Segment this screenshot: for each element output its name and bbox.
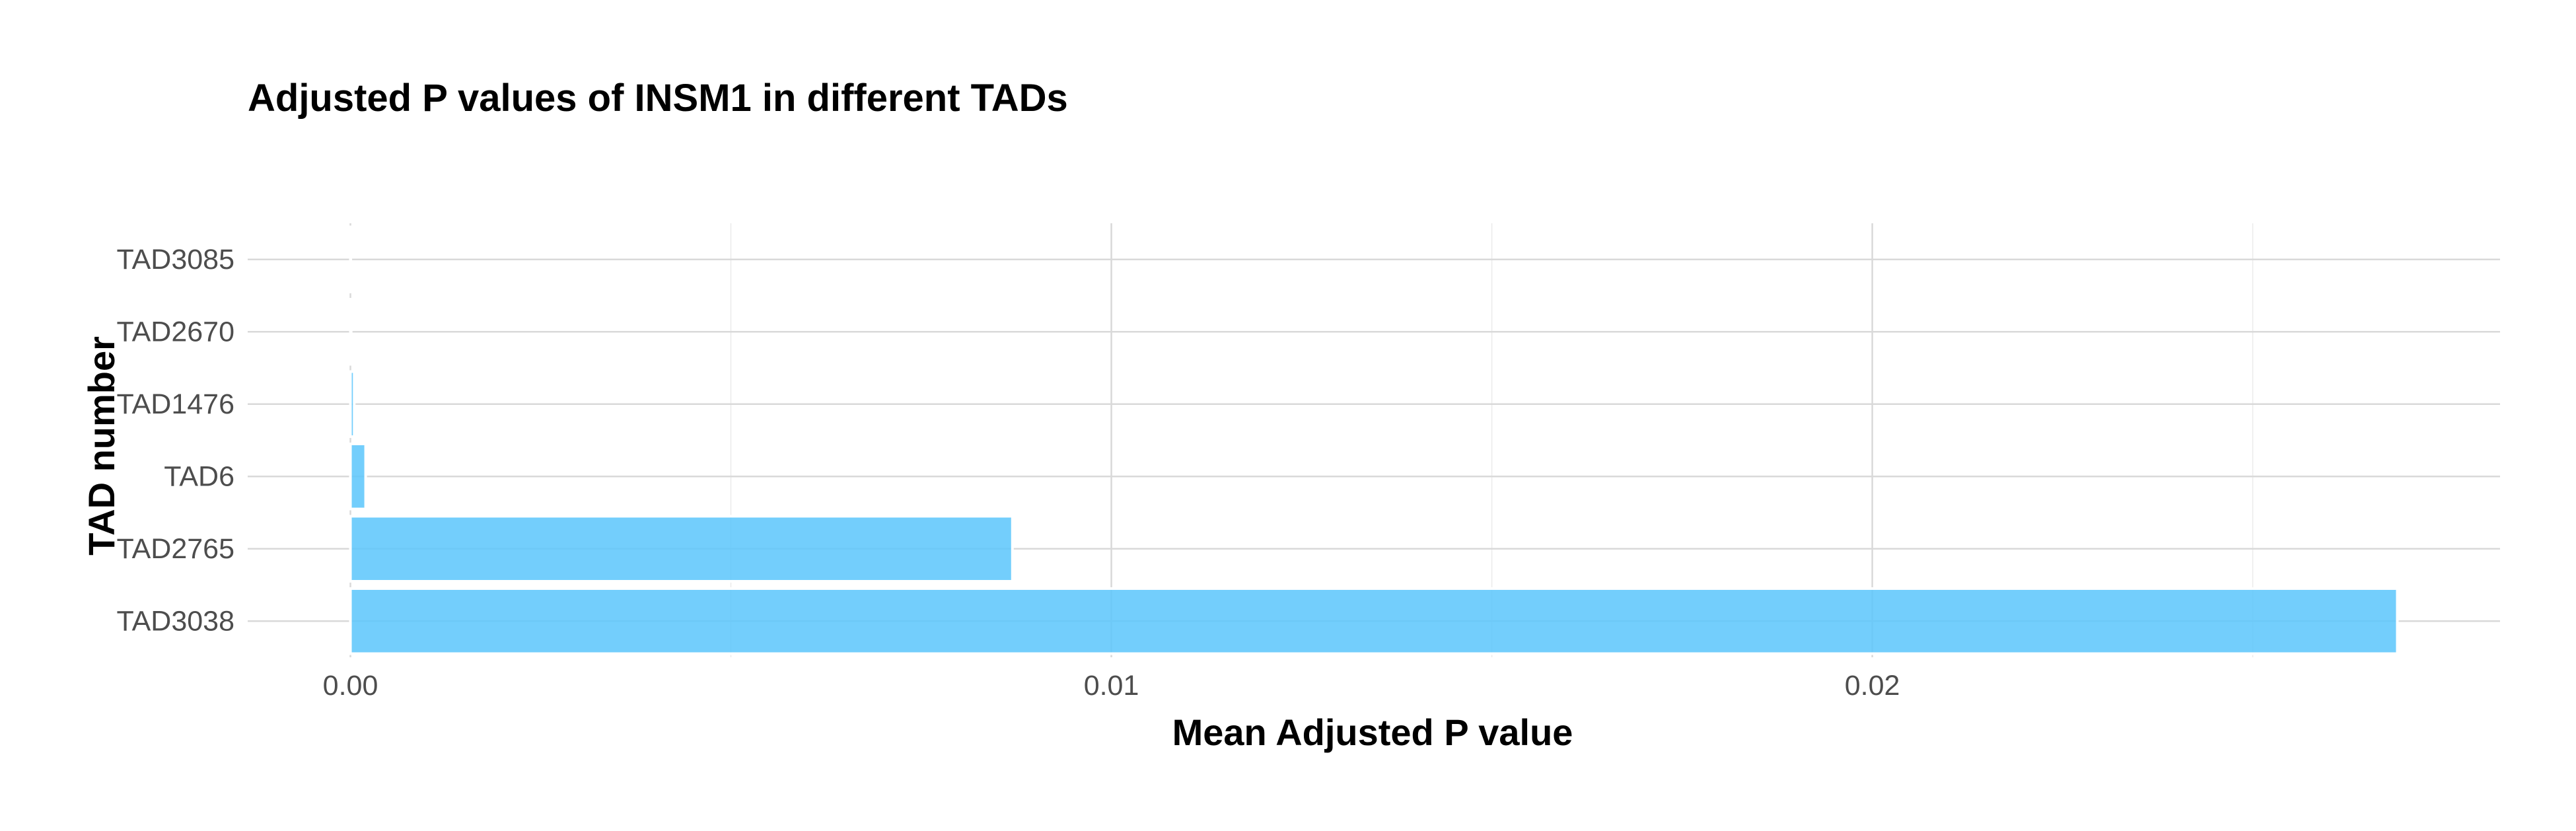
bars — [349, 225, 2399, 655]
y-axis-tick-labels: TAD3038 TAD2765 TAD6 TAD1476 TAD2670 TAD3085 — [117, 244, 234, 637]
y-tick-label: TAD3085 — [117, 244, 234, 275]
y-tick-label: TAD3038 — [117, 605, 234, 637]
y-tick-label: TAD1476 — [117, 388, 234, 420]
y-tick-label: TAD6 — [164, 460, 234, 492]
x-axis-title: Mean Adjusted P value — [1172, 711, 1573, 753]
chart-title: Adjusted P values of INSM1 in different … — [248, 77, 1068, 120]
x-axis-tick-labels: 0.00 0.01 0.02 — [323, 670, 1900, 702]
bar-tad3038 — [349, 587, 2399, 655]
bar-tad1476 — [349, 370, 356, 439]
x-tick-label: 0.01 — [1084, 670, 1139, 702]
x-tick-label: 0.02 — [1845, 670, 1900, 702]
x-tick-label: 0.00 — [323, 670, 378, 702]
y-axis-title: TAD number — [81, 336, 122, 556]
y-tick-label: TAD2670 — [117, 316, 234, 347]
bar-tad2765 — [349, 515, 1014, 583]
bar-tad6 — [349, 442, 367, 511]
y-tick-label: TAD2765 — [117, 533, 234, 565]
